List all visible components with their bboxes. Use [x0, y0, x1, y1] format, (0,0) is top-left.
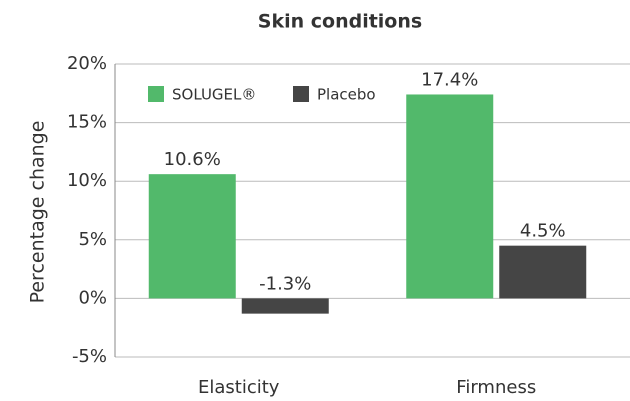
y-tick-label: 15% [67, 112, 107, 133]
data-label: 17.4% [421, 69, 478, 90]
legend-swatch [148, 86, 164, 102]
legend-label: SOLUGEL® [172, 86, 256, 104]
legend-label: Placebo [317, 86, 376, 104]
bar [241, 298, 329, 314]
data-label: -1.3% [259, 273, 311, 294]
bar [499, 245, 587, 299]
legend-swatch [293, 86, 309, 102]
y-tick-label: 20% [67, 53, 107, 74]
chart-title: Skin conditions [258, 11, 422, 33]
y-axis-label: Percentage change [27, 121, 49, 304]
bar [148, 174, 236, 299]
data-label: 4.5% [520, 221, 566, 242]
x-tick-label: Firmness [456, 377, 536, 398]
y-tick-label: -5% [72, 346, 107, 367]
y-tick-label: 10% [67, 170, 107, 191]
x-tick-label: Elasticity [198, 377, 280, 398]
data-label: 10.6% [164, 149, 221, 170]
y-tick-label: 5% [78, 229, 107, 250]
bar [406, 94, 494, 299]
y-tick-label: 0% [78, 287, 107, 308]
